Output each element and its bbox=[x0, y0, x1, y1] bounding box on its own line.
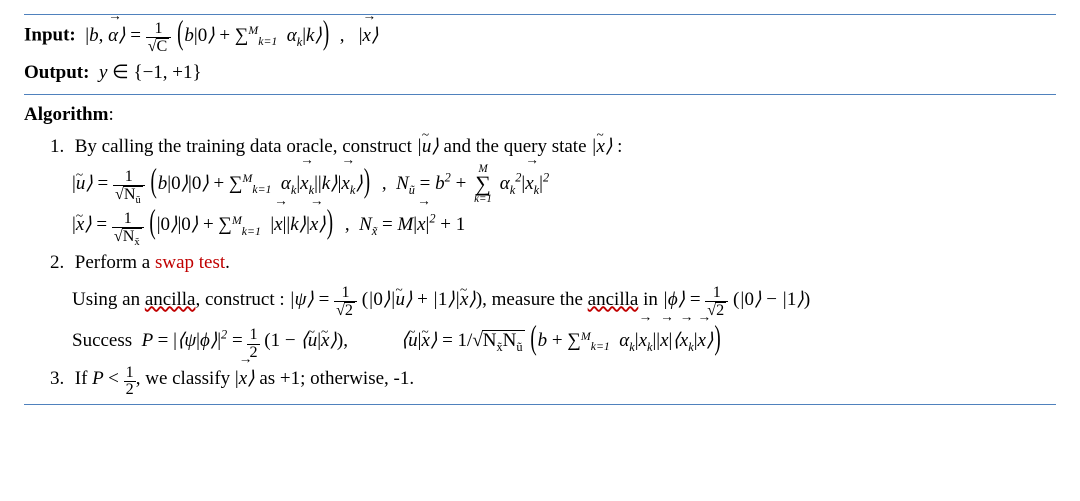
step-3-text: If P < 12, we classify |x⟩ as +1; otherw… bbox=[75, 368, 414, 389]
algorithm-label: Algorithm bbox=[24, 104, 108, 125]
ancilla-2: ancilla bbox=[588, 289, 639, 310]
output-line: Output: y ∈ {−1, +1} bbox=[24, 59, 1056, 88]
step-2-eq-P: P = |⟨ψ|ϕ⟩|2 = 12 (1 − ⟨u~|x~⟩), bbox=[142, 330, 353, 351]
output-math: y ∈ {−1, +1} bbox=[94, 62, 201, 83]
rule-bottom bbox=[24, 404, 1056, 405]
step-2-eq-psi: , construct : |ψ⟩ = 12 (|0⟩|u~⟩ + |1⟩|x~… bbox=[195, 289, 491, 310]
step-3-number: 3. bbox=[50, 365, 70, 394]
input-label: Input: bbox=[24, 25, 76, 46]
input-math: |b, α⟩ = 1C (b|0⟩ + ∑Mk=1 αk|k⟩) , |x⟩ bbox=[81, 25, 379, 46]
step-2-number: 2. bbox=[50, 249, 70, 278]
output-label: Output: bbox=[24, 62, 89, 83]
algorithm-box: Input: |b, α⟩ = 1C (b|0⟩ + ∑Mk=1 αk|k⟩) … bbox=[0, 0, 1080, 501]
step-1-eq-Nx: , Nx̃ = M|x|2 + 1 bbox=[345, 214, 465, 235]
step-1-eq-x: |x~⟩ = 1Nx̃ (|0⟩|0⟩ + ∑Mk=1 |x||k⟩|x⟩) ,… bbox=[24, 207, 1056, 245]
swap-test-highlight: swap test bbox=[155, 252, 225, 273]
step-3: 3. If P < 12, we classify |x⟩ as +1; oth… bbox=[24, 365, 1056, 399]
step-1-eq-Nu: , Nũ = b2 + M∑k=1 αk2|xk|2 bbox=[382, 173, 549, 194]
step-1-number: 1. bbox=[50, 133, 70, 162]
rule-mid bbox=[24, 94, 1056, 95]
step-2-eq-inner: ⟨u~|x~⟩ = 1/Nx̃Nũ (b + ∑Mk=1 αk|xk||x|⟨x… bbox=[401, 323, 722, 359]
ancilla-1: ancilla bbox=[145, 289, 196, 310]
step-1: 1. By calling the training data oracle, … bbox=[24, 133, 1056, 162]
success-label: Success bbox=[72, 330, 132, 351]
step-1-eq-u: |u~⟩ = 1Nũ (b|0⟩|0⟩ + ∑Mk=1 αk|xk||k⟩|xk… bbox=[24, 166, 1056, 204]
step-2-line-2: Success P = |⟨ψ|ϕ⟩|2 = 12 (1 − ⟨u~|x~⟩),… bbox=[24, 323, 1056, 361]
algorithm-heading: Algorithm: bbox=[24, 101, 1056, 130]
step-2-line-1: Using an ancilla, construct : |ψ⟩ = 12 (… bbox=[24, 282, 1056, 320]
input-line: Input: |b, α⟩ = 1C (b|0⟩ + ∑Mk=1 αk|k⟩) … bbox=[24, 21, 1056, 55]
step-2: 2. Perform a swap test. bbox=[24, 249, 1056, 278]
step-2-eq-phi: |ϕ⟩ = 12 (|0⟩ − |1⟩) bbox=[663, 289, 811, 310]
